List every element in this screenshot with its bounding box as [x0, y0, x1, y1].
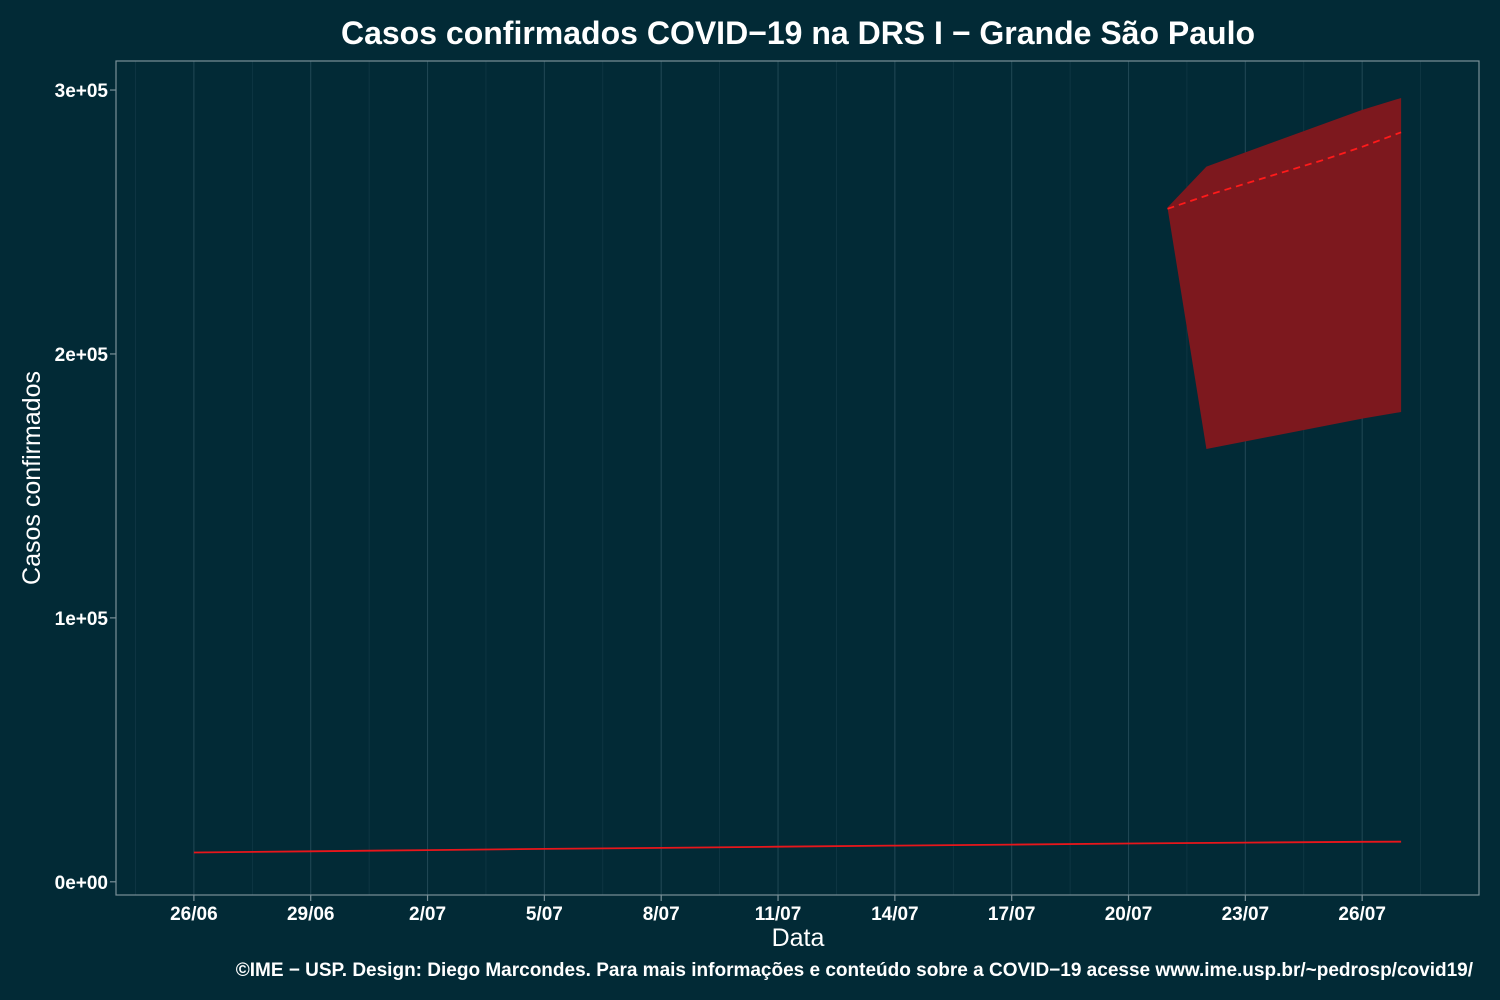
axis-ticks: [110, 89, 1363, 901]
x-tick-label: 23/07: [1222, 904, 1270, 925]
plot-panel-border: [115, 60, 1480, 896]
forecast-line: [1167, 131, 1402, 210]
y-axis-title: Casos confirmados: [18, 371, 46, 585]
x-tick-label: 8/07: [643, 904, 680, 925]
chart-caption: ©IME − USP. Design: Diego Marcondes. Par…: [236, 960, 1474, 981]
forecast-band-area: [1167, 97, 1402, 449]
x-tick-label: 2/07: [409, 904, 446, 925]
y-tick-label: 1e+05: [55, 609, 109, 630]
x-tick-label: 11/07: [755, 904, 802, 925]
x-axis-title: Data: [772, 924, 825, 952]
chart-title: Casos confirmados COVID−19 na DRS I − Gr…: [341, 15, 1255, 51]
series-lines: [193, 131, 1402, 854]
y-tick-label: 3e+05: [55, 81, 109, 102]
y-tick-label: 0e+00: [55, 873, 108, 894]
x-tick-label: 14/07: [871, 904, 919, 925]
x-tick-label: 17/07: [988, 904, 1036, 925]
x-tick-label: 5/07: [526, 904, 563, 925]
forecast-band: [1167, 97, 1402, 449]
grid-lines: [135, 61, 1421, 895]
x-tick-label: 26/07: [1338, 904, 1386, 925]
observed-cases-line: [193, 840, 1402, 854]
x-tick-label: 20/07: [1105, 904, 1153, 925]
y-tick-label: 2e+05: [55, 345, 109, 366]
axis-tick-labels: 26/06 29/06 2/07 5/07 8/07 11/07 14/07 17/07 20/…: [55, 81, 1386, 925]
x-tick-label: 29/06: [287, 904, 335, 925]
x-tick-label: 26/06: [170, 904, 218, 925]
